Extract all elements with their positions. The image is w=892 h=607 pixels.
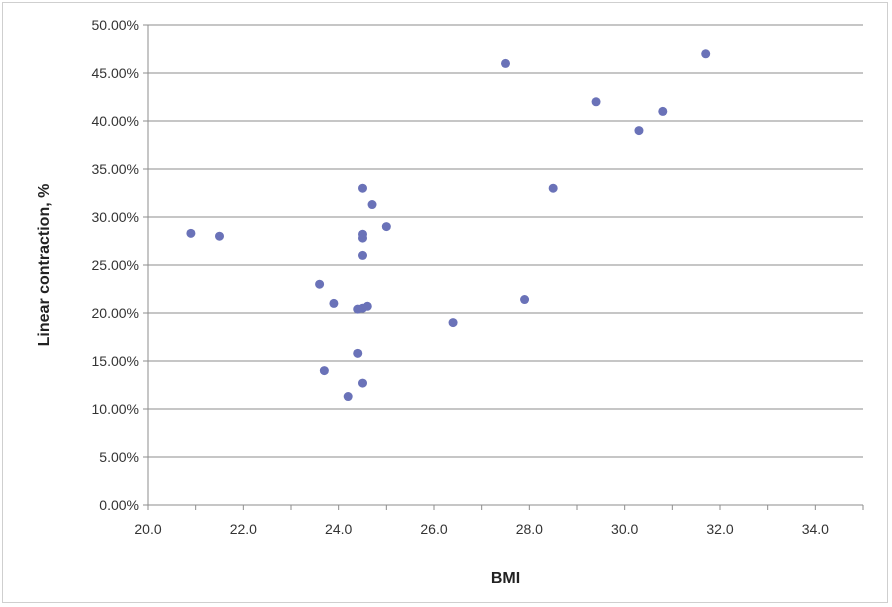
data-point (634, 126, 644, 136)
data-point (358, 183, 367, 193)
x-tick-label: 26.0 (420, 521, 447, 537)
data-point (520, 295, 530, 305)
y-tick-labels: 0.00% 5.00% 10.00% 15.00% 20.00% 25.00% 30.00%… (92, 17, 139, 513)
y-axis-title: Linear contraction, % (36, 184, 53, 347)
x-tick-labels: 20.0 22.0 24.0 26.0 28.0 30.0 32.0 34.0 (134, 521, 829, 537)
data-point (591, 97, 601, 107)
data-point (362, 301, 372, 311)
axes (143, 24, 864, 510)
data-point (186, 228, 196, 238)
y-tick-label: 20.00% (92, 305, 139, 321)
data-point (329, 298, 339, 308)
x-tick-label: 30.0 (611, 521, 638, 537)
x-axis-title: BMI (491, 570, 520, 587)
x-tick-label: 28.0 (516, 521, 543, 537)
data-point (367, 200, 377, 210)
data-point (215, 231, 224, 241)
y-tick-label: 0.00% (99, 497, 139, 513)
y-tick-label: 35.00% (92, 161, 139, 177)
data-point (658, 106, 668, 116)
x-tick-label: 34.0 (802, 521, 829, 537)
y-tick-label: 5.00% (99, 449, 139, 465)
data-point (315, 279, 325, 289)
data-point (701, 49, 711, 59)
data-point (501, 58, 510, 68)
data-point (358, 250, 367, 260)
y-tick-label: 40.00% (92, 113, 139, 129)
data-point (358, 378, 367, 388)
y-tick-label: 25.00% (92, 257, 139, 273)
y-tick-label: 45.00% (92, 65, 139, 81)
data-point (358, 229, 367, 239)
x-tick-label: 20.0 (134, 521, 161, 537)
data-point (548, 183, 558, 193)
y-tick-label: 50.00% (92, 17, 139, 33)
data-point (381, 222, 391, 232)
data-point (353, 348, 363, 358)
y-tick-label: 10.00% (92, 401, 139, 417)
y-tick-label: 30.00% (92, 209, 139, 225)
gridlines (148, 24, 863, 458)
data-point (319, 366, 329, 376)
data-point (448, 318, 458, 328)
data-point (343, 392, 353, 402)
data-points (186, 49, 711, 402)
y-tick-label: 15.00% (92, 353, 139, 369)
x-tick-label: 24.0 (325, 521, 352, 537)
x-tick-label: 22.0 (230, 521, 257, 537)
x-tick-label: 32.0 (706, 521, 733, 537)
